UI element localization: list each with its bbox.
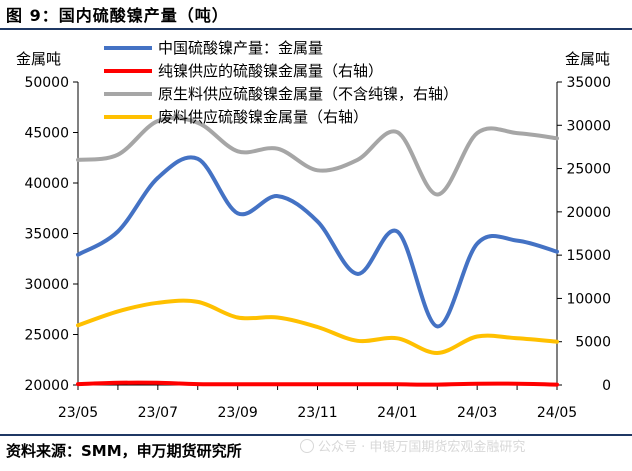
legend-label: 原生料供应硫酸镍金属量（不含纯镍，右轴） (158, 85, 458, 103)
right-tick-label: 30000 (566, 118, 611, 134)
right-tick-label: 35000 (566, 75, 611, 91)
left-tick-label: 30000 (24, 277, 69, 293)
source-note: 资料来源：SMM，申万期货研究所 (6, 442, 242, 460)
right-tick-label: 0 (602, 378, 611, 394)
x-tick-label: 23/11 (297, 405, 337, 421)
right-axis-title: 金属吨 (565, 50, 610, 68)
left-tick-label: 35000 (24, 227, 69, 243)
left-tick-label: 45000 (24, 126, 69, 142)
left-axis-title: 金属吨 (16, 50, 61, 68)
series-line-scrap-supply (76, 298, 559, 356)
source-divider (0, 434, 632, 436)
series-line-nickel-sulfate-output (76, 155, 559, 329)
watermark: 公众号 · 申银万国期货宏观金融研究 (300, 436, 525, 455)
x-tick-label: 24/01 (377, 405, 417, 421)
series-line-primary-material-supply (76, 115, 559, 197)
right-tick-label: 5000 (575, 335, 611, 351)
line-chart: 金属吨 金属吨 20000 25000 30000 35000 40000 45000 5000… (16, 39, 611, 421)
right-tick-label: 20000 (566, 205, 611, 221)
left-tick-label: 40000 (24, 176, 69, 192)
x-tick-label: 24/03 (457, 405, 497, 421)
watermark-text: 公众号 · 申银万国期货宏观金融研究 (318, 440, 526, 455)
title-divider (0, 28, 632, 30)
legend-label: 纯镍供应的硫酸镍金属量（右轴） (158, 62, 383, 80)
chart-axes: 金属吨 金属吨 20000 25000 30000 35000 40000 45000 5000… (16, 50, 611, 421)
right-tick-label: 10000 (566, 291, 611, 307)
right-tick-label: 15000 (566, 248, 611, 264)
figure-title: 图 9：国内硫酸镍产量（吨） (6, 6, 229, 25)
chart-series (76, 115, 559, 387)
wechat-icon (300, 439, 314, 453)
left-tick-label: 50000 (24, 75, 69, 91)
left-tick-label: 25000 (24, 328, 69, 344)
legend-label: 废料供应硫酸镍金属量（右轴） (158, 108, 368, 126)
left-tick-label: 20000 (24, 378, 69, 394)
series-line-pure-nickel-supply (76, 380, 559, 387)
x-tick-label: 23/05 (58, 405, 98, 421)
right-tick-label: 25000 (566, 162, 611, 178)
x-tick-label: 23/09 (217, 405, 257, 421)
legend-label: 中国硫酸镍产量：金属量 (158, 39, 323, 57)
x-tick-label: 23/07 (138, 405, 178, 421)
x-tick-label: 24/05 (537, 405, 577, 421)
